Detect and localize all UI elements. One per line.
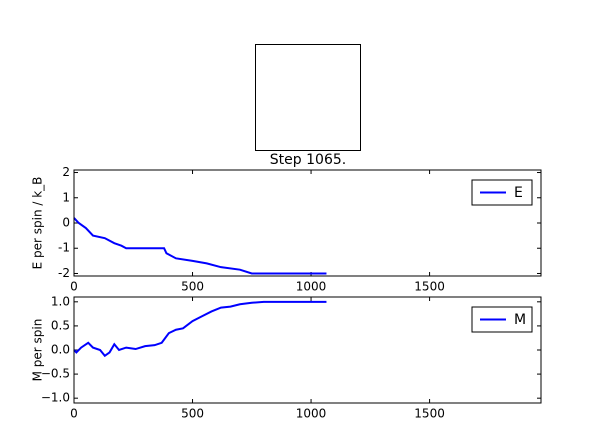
x-tick-label: 1500 xyxy=(414,407,445,421)
y-tick-label: 1 xyxy=(62,190,70,204)
y-tick-label: 0 xyxy=(62,216,70,230)
x-tick-label: 500 xyxy=(181,280,204,294)
y-tick-label: 0.0 xyxy=(51,343,70,357)
plot-area xyxy=(74,297,541,403)
y-tick-label: -2 xyxy=(58,266,70,280)
plot-frame xyxy=(73,296,542,404)
plot-frame xyxy=(73,169,542,277)
y-tick-label: -1 xyxy=(58,241,70,255)
plot-area xyxy=(74,170,541,276)
x-tick-label: 1000 xyxy=(296,407,327,421)
y-tick-label: 1.0 xyxy=(51,294,70,308)
image-panel xyxy=(255,44,361,151)
chart-title: Step 1065. xyxy=(270,152,346,168)
data-line xyxy=(73,300,327,358)
legend-label: M xyxy=(514,312,526,328)
x-tick-label: 1000 xyxy=(296,280,327,294)
y-tick-label: 0.5 xyxy=(51,318,70,332)
x-tick-label: 0 xyxy=(70,280,78,294)
x-tick-label: 1500 xyxy=(414,280,445,294)
y-axis-label: E per spin / k_B xyxy=(31,177,45,270)
y-tick-label: 2 xyxy=(62,165,70,179)
y-tick-label: −1.0 xyxy=(41,391,70,405)
x-tick-label: 0 xyxy=(70,407,78,421)
x-tick-label: 500 xyxy=(181,407,204,421)
y-axis-label: M per spin xyxy=(31,319,45,382)
y-tick-label: −0.5 xyxy=(41,367,70,381)
legend-label: E xyxy=(514,185,523,201)
data-line xyxy=(73,217,327,275)
